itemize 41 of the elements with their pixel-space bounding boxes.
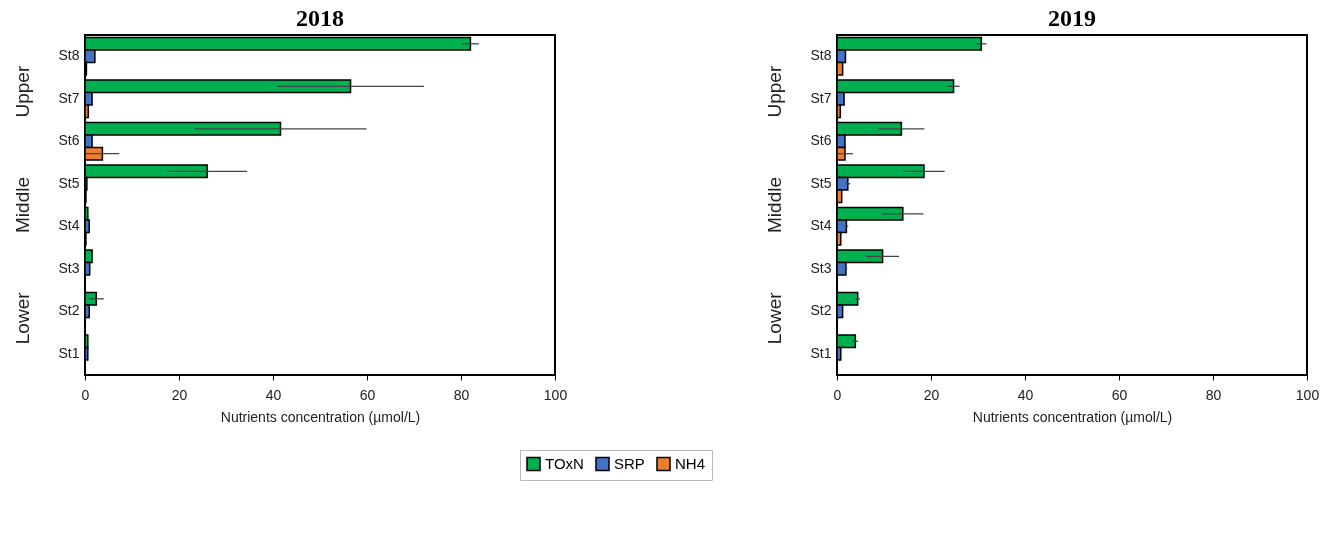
x-tick-label: 100 (1295, 386, 1320, 403)
x-tick-label: 80 (453, 386, 470, 403)
text: Middle (764, 177, 785, 233)
legend-label: TOxN (545, 454, 584, 472)
y-tick-label: St5 (810, 174, 832, 191)
legend-label: NH4 (675, 454, 706, 472)
x-tick-label: 80 (1205, 386, 1222, 403)
y-tick-label: St6 (58, 132, 80, 149)
y-tick-label: St5 (58, 174, 80, 191)
y-tick-label: St8 (810, 47, 832, 64)
x-tick-label: 100 (543, 386, 568, 403)
x-tick-label: 60 (1111, 386, 1128, 403)
text: Lower (764, 291, 785, 345)
y-tick-label: St3 (58, 259, 80, 276)
text: Upper (12, 65, 33, 118)
y-tick-label: St8 (58, 47, 80, 64)
x-tick-label: 0 (833, 386, 842, 403)
y-tick-label: St3 (810, 259, 832, 276)
y-tick-label: St1 (810, 344, 832, 361)
legend-label: SRP (614, 454, 645, 472)
x-tick-label: 60 (359, 386, 376, 403)
x-tick-label: 0 (81, 386, 90, 403)
text: Middle (12, 177, 33, 233)
text: Upper (764, 65, 785, 118)
chart-title: 2019 (1048, 5, 1096, 31)
x-tick-label: 40 (1017, 386, 1034, 403)
y-tick-label: St7 (58, 89, 80, 106)
text: Lower (12, 291, 33, 345)
y-tick-label: St4 (58, 217, 80, 234)
y-tick-label: St2 (810, 302, 832, 319)
x-axis-title: Nutrients concentration (µmol/L) (220, 408, 421, 425)
x-tick-label: 40 (265, 386, 282, 403)
chart-title: 2018 (296, 5, 344, 31)
x-axis-title: Nutrients concentration (µmol/L) (972, 408, 1173, 425)
x-tick-label: 20 (171, 386, 188, 403)
y-tick-label: St1 (58, 344, 80, 361)
y-tick-label: St2 (58, 302, 80, 319)
y-tick-label: St6 (810, 132, 832, 149)
x-tick-label: 20 (923, 386, 940, 403)
y-tick-label: St7 (810, 89, 832, 106)
y-tick-label: St4 (810, 217, 832, 234)
